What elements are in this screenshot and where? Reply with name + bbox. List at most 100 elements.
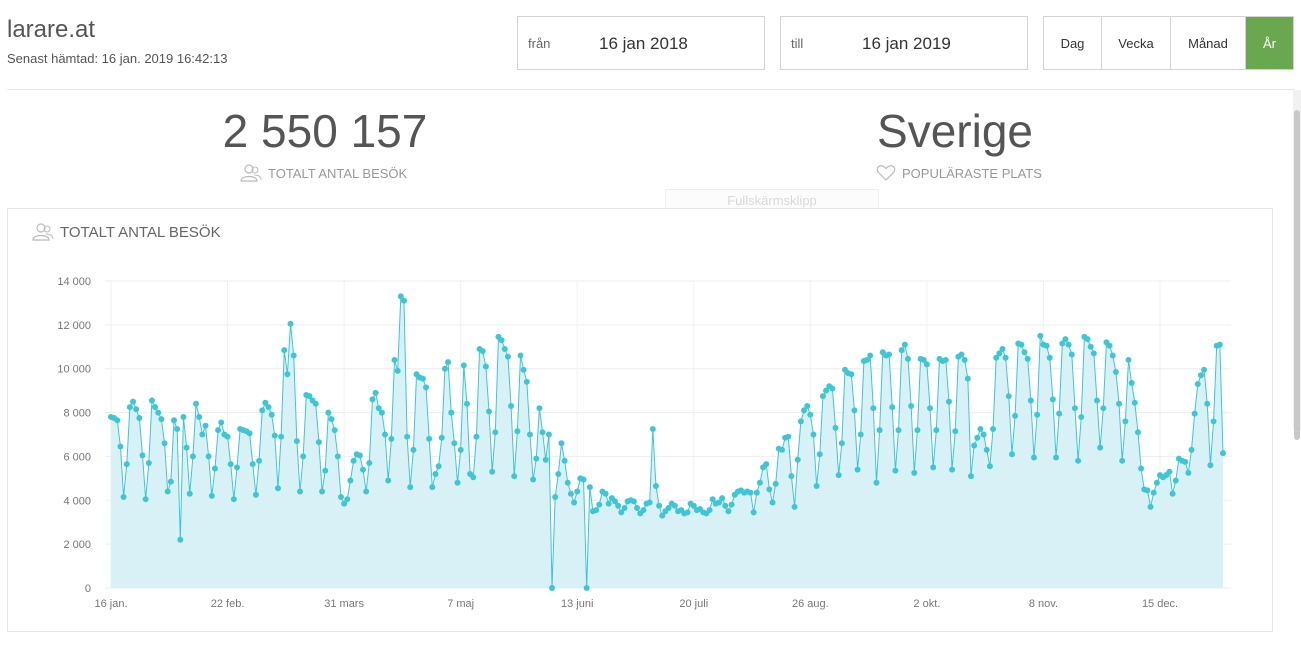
data-point xyxy=(293,438,300,445)
data-point xyxy=(933,427,940,434)
data-point xyxy=(1065,341,1072,348)
data-point xyxy=(205,453,212,460)
data-point xyxy=(287,320,294,327)
date-from-value[interactable]: 16 jan 2018 xyxy=(599,34,688,53)
data-point xyxy=(268,411,275,418)
data-point xyxy=(889,404,896,411)
range-week-button[interactable]: Vecka xyxy=(1102,17,1171,69)
data-point xyxy=(117,443,124,450)
range-day-button[interactable]: Dag xyxy=(1044,17,1102,69)
data-point xyxy=(552,494,559,500)
y-tick-label: 10 000 xyxy=(57,364,91,376)
data-point xyxy=(189,453,196,460)
data-point xyxy=(1002,354,1009,361)
chart-card: 0 2 000 4 000 6 000 8 000 10 000 12 000 14 000 1… xyxy=(7,208,1273,632)
data-point xyxy=(1188,446,1195,453)
data-point xyxy=(297,488,304,495)
data-point xyxy=(753,489,760,496)
x-tick-label: 31 mars xyxy=(324,598,364,610)
data-point xyxy=(202,422,209,429)
data-point xyxy=(605,500,612,507)
data-point xyxy=(920,356,927,363)
data-point xyxy=(1037,332,1044,339)
data-point xyxy=(990,426,997,433)
total-visits-label: TOTALT ANTAL BESÖK xyxy=(268,165,408,181)
date-from-field[interactable]: från 16 jan 2018 xyxy=(517,16,765,70)
data-point xyxy=(482,363,489,370)
y-tick-label: 0 xyxy=(85,583,91,595)
data-point xyxy=(986,463,993,470)
data-point xyxy=(848,371,855,378)
data-point xyxy=(819,393,826,400)
data-point xyxy=(561,457,568,464)
data-point xyxy=(656,502,663,509)
data-point xyxy=(265,404,272,411)
data-point xyxy=(1034,411,1041,418)
data-point xyxy=(722,502,729,509)
data-point xyxy=(356,452,363,459)
data-point xyxy=(252,491,259,498)
data-point xyxy=(498,337,505,344)
data-point xyxy=(404,433,411,440)
date-to-value[interactable]: 16 jan 2019 xyxy=(862,34,951,53)
data-point xyxy=(274,485,281,492)
data-point xyxy=(1043,342,1050,349)
popular-place-label: POPULÄRASTE PLATS xyxy=(902,165,1042,181)
page-scrollbar-thumb[interactable] xyxy=(1294,110,1300,440)
data-point xyxy=(996,350,1003,357)
data-point xyxy=(545,431,552,438)
data-point xyxy=(438,434,445,441)
data-point xyxy=(904,355,911,362)
data-point xyxy=(1068,351,1075,358)
data-point xyxy=(460,362,467,369)
data-point xyxy=(394,367,401,374)
total-visits-label-row: TOTALT ANTAL BESÖK xyxy=(240,164,407,182)
data-point xyxy=(923,361,930,368)
data-point xyxy=(1053,454,1060,461)
x-tick-label: 2 okt. xyxy=(913,598,940,610)
data-point xyxy=(504,353,511,360)
data-point xyxy=(1204,400,1211,407)
data-point xyxy=(211,465,218,472)
data-point xyxy=(306,393,313,400)
range-month-button[interactable]: Månad xyxy=(1171,17,1246,69)
data-point xyxy=(388,435,395,442)
data-point xyxy=(148,397,155,404)
data-point xyxy=(807,411,814,418)
series-area-fill xyxy=(111,296,1223,588)
data-point xyxy=(230,496,237,503)
data-point xyxy=(567,490,574,497)
data-point xyxy=(319,488,326,495)
data-point xyxy=(375,405,382,412)
data-point xyxy=(1049,396,1056,403)
popular-place-label-row: POPULÄRASTE PLATS xyxy=(876,164,1042,182)
data-point xyxy=(766,486,773,493)
data-point xyxy=(1194,381,1201,388)
y-tick-label: 4 000 xyxy=(63,495,91,507)
data-point xyxy=(574,488,581,495)
data-point xyxy=(1075,457,1082,464)
data-point xyxy=(331,427,338,434)
data-point xyxy=(942,356,949,363)
data-point xyxy=(511,473,518,480)
data-point xyxy=(539,429,546,436)
date-to-field[interactable]: till 16 jan 2019 xyxy=(780,16,1028,70)
x-tick-label: 8 nov. xyxy=(1029,598,1058,610)
data-point xyxy=(555,470,562,477)
data-point xyxy=(347,477,354,484)
data-point xyxy=(829,385,836,392)
data-point xyxy=(378,409,385,416)
data-point xyxy=(756,479,763,486)
data-point xyxy=(136,415,143,422)
range-year-button[interactable]: År xyxy=(1246,17,1293,69)
data-point xyxy=(583,585,590,591)
data-point xyxy=(684,509,691,516)
data-point xyxy=(810,431,817,438)
data-point xyxy=(580,476,587,483)
data-point xyxy=(892,467,899,474)
data-point xyxy=(719,495,726,502)
data-point xyxy=(983,446,990,453)
data-point xyxy=(652,483,659,490)
data-point xyxy=(246,430,253,437)
data-point xyxy=(612,498,619,505)
